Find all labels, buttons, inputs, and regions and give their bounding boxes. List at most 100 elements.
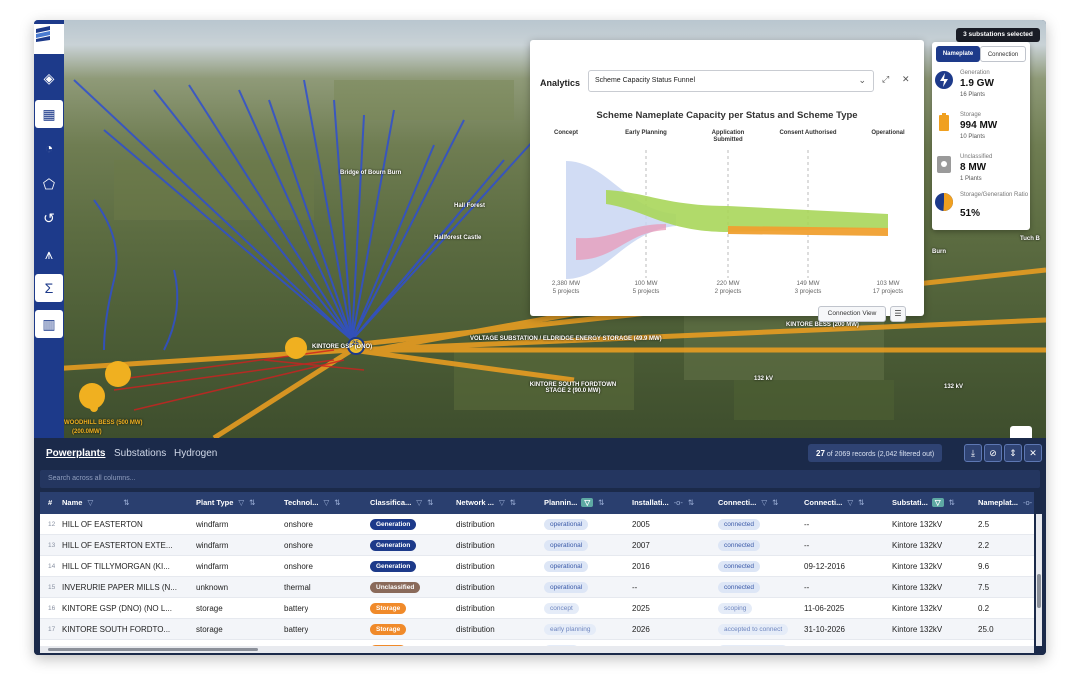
- cell-plan: operational: [544, 514, 589, 535]
- cell-value: early planning: [544, 624, 597, 636]
- filter-icon[interactable]: ▽: [238, 498, 245, 507]
- table-row[interactable]: 18KINTORE SOUTH FORDTO...storagebatteryS…: [40, 640, 1034, 646]
- sort-icon[interactable]: ⇅: [772, 498, 779, 507]
- pie-storage-slice: [943, 193, 953, 211]
- tab-connection[interactable]: Connection: [980, 46, 1026, 62]
- map-view[interactable]: Bridge of Bourn Burn Hall Forest Hallfor…: [34, 20, 1046, 438]
- expand-icon[interactable]: ⤢: [882, 74, 890, 84]
- map-label: Tuch B: [1020, 236, 1040, 242]
- col-name[interactable]: Name ▽ ⇅: [62, 492, 130, 514]
- tower-icon[interactable]: ⩚: [45, 245, 53, 262]
- polygon-icon[interactable]: ⬠: [42, 175, 56, 192]
- search-input[interactable]: Search across all columns...: [40, 470, 1040, 488]
- sort-icon[interactable]: ⇅: [858, 498, 865, 507]
- tab-hydrogen[interactable]: Hydrogen: [174, 448, 218, 459]
- sort-icon[interactable]: ⇅: [249, 498, 256, 507]
- summary-label: Unclassified: [960, 154, 993, 160]
- zoom-control[interactable]: [1010, 426, 1032, 438]
- cell-name: HILL OF TILLYMORGAN (KI...: [62, 556, 192, 577]
- map-label: 132 kV: [754, 376, 774, 382]
- layers-icon[interactable]: ◈: [43, 69, 55, 86]
- range-filter-icon[interactable]: -o-: [673, 498, 683, 507]
- sort-icon[interactable]: ⇅: [598, 498, 605, 507]
- filter-active-icon[interactable]: ▽: [931, 498, 944, 507]
- cell-value: Storage: [370, 624, 407, 636]
- close-icon[interactable]: ✕: [1024, 444, 1042, 462]
- sort-icon[interactable]: ⇅: [427, 498, 434, 507]
- cell-net: distribution: [456, 577, 495, 598]
- records-count: 27 of 2069 records (2,042 filtered out): [808, 444, 943, 462]
- cell-value: KINTORE GSP (DNO) (NO L...: [62, 604, 172, 613]
- close-icon[interactable]: ✕: [902, 74, 910, 84]
- list-view-icon[interactable]: ☰: [890, 306, 906, 322]
- col-label: Name: [62, 498, 83, 507]
- filter-icon[interactable]: ▽: [761, 498, 768, 507]
- vertical-scrollbar[interactable]: [1036, 514, 1042, 646]
- table-header: # Name ▽ ⇅ Plant Type ▽ ⇅ Technol... ▽ ⇅ Class…: [40, 492, 1034, 514]
- cell-cap: 9.6: [978, 556, 989, 577]
- col-label: Plant Type: [196, 498, 234, 507]
- col-installation[interactable]: Installati... -o- ⇅: [632, 492, 694, 514]
- filter-icon[interactable]: ▽: [847, 498, 854, 507]
- cell-tech: onshore: [284, 514, 313, 535]
- cell-conn: connected: [718, 577, 760, 598]
- sort-icon[interactable]: ⇅: [123, 498, 130, 507]
- chart-icon[interactable]: ▥: [35, 310, 63, 338]
- cell-net: distribution: [456, 556, 495, 577]
- table-row[interactable]: 16 KINTORE GSP (DNO) (NO L... storage batte…: [40, 598, 1034, 619]
- col-planning[interactable]: Plannin... ▽ ⇅: [544, 492, 604, 514]
- analytics-view-select[interactable]: Scheme Capacity Status Funnel ⌄: [588, 70, 874, 92]
- stage-projects: 5 projects: [552, 288, 580, 295]
- col-plant-type[interactable]: Plant Type ▽ ⇅: [196, 492, 255, 514]
- app-logo-icon[interactable]: [34, 24, 64, 54]
- col-technology[interactable]: Technol... ▽ ⇅: [284, 492, 341, 514]
- cell-value: 14: [48, 563, 56, 570]
- cell-class: Storage: [370, 619, 407, 640]
- cell-value: 15: [48, 584, 56, 591]
- table-row[interactable]: 13 HILL OF EASTERTON EXTE... windfarm onsho…: [40, 535, 1034, 556]
- col-substation[interactable]: Substati... ▽ ⇅: [892, 492, 955, 514]
- filter-icon[interactable]: ▽: [323, 498, 330, 507]
- sort-icon[interactable]: ⇅: [687, 498, 695, 507]
- history-icon[interactable]: ↺: [43, 209, 55, 226]
- sigma-icon[interactable]: Σ: [35, 274, 63, 302]
- cell-value: 7.5: [978, 583, 990, 592]
- filter-icon[interactable]: ▽: [498, 498, 505, 507]
- horizontal-scrollbar[interactable]: [40, 646, 1034, 653]
- cell-type: unknown: [196, 577, 228, 598]
- map-label: (200.0MW): [72, 429, 102, 435]
- col-nameplate[interactable]: Nameplat... -o-: [978, 492, 1032, 514]
- col-classification[interactable]: Classifica... ▽ ⇅: [370, 492, 433, 514]
- table-row[interactable]: 14 HILL OF TILLYMORGAN (KI... windfarm onsh…: [40, 556, 1034, 577]
- sort-icon[interactable]: ⇅: [509, 498, 517, 507]
- cell-value: 31-10-2026: [804, 625, 845, 634]
- table-icon[interactable]: ▦: [35, 100, 63, 128]
- table-row[interactable]: 17 KINTORE SOUTH FORDTO... storage battery S…: [40, 619, 1034, 640]
- col-label: Network ...: [456, 498, 494, 507]
- col-connection-date[interactable]: Connecti... ▽ ⇅: [804, 492, 864, 514]
- tab-nameplate[interactable]: Nameplate: [936, 46, 980, 62]
- clear-filter-icon[interactable]: ⊘: [984, 444, 1002, 462]
- col-connection-status[interactable]: Connecti... ▽ ⇅: [718, 492, 778, 514]
- sort-icon[interactable]: ⇅: [334, 498, 341, 507]
- connection-view-button[interactable]: Connection View: [818, 306, 886, 322]
- cluster-count[interactable]: 25: [352, 341, 359, 347]
- cell-sub: Kintore 132kV: [892, 619, 942, 640]
- table-row[interactable]: 12 HILL OF EASTERTON windfarm onshore Genera…: [40, 514, 1034, 535]
- download-icon[interactable]: ⤓: [964, 444, 982, 462]
- scroll-thumb[interactable]: [48, 648, 258, 651]
- col-network[interactable]: Network ... ▽ ⇅: [456, 492, 516, 514]
- scroll-thumb[interactable]: [1037, 574, 1041, 608]
- range-filter-icon[interactable]: -o-: [1023, 498, 1033, 507]
- gauge-icon[interactable]: ◔: [44, 140, 54, 156]
- table-row[interactable]: 15 INVERURIE PAPER MILLS (N... unknown ther…: [40, 577, 1034, 598]
- resize-icon[interactable]: ⇕: [1004, 444, 1022, 462]
- filter-active-icon[interactable]: ▽: [581, 498, 594, 507]
- cell-value: onshore: [284, 562, 313, 571]
- tab-powerplants[interactable]: Powerplants: [46, 448, 106, 459]
- cell-n: 15: [48, 577, 55, 598]
- sort-icon[interactable]: ⇅: [948, 498, 955, 507]
- filter-icon[interactable]: ▽: [87, 498, 94, 507]
- tab-substations[interactable]: Substations: [114, 448, 167, 459]
- filter-icon[interactable]: ▽: [416, 498, 423, 507]
